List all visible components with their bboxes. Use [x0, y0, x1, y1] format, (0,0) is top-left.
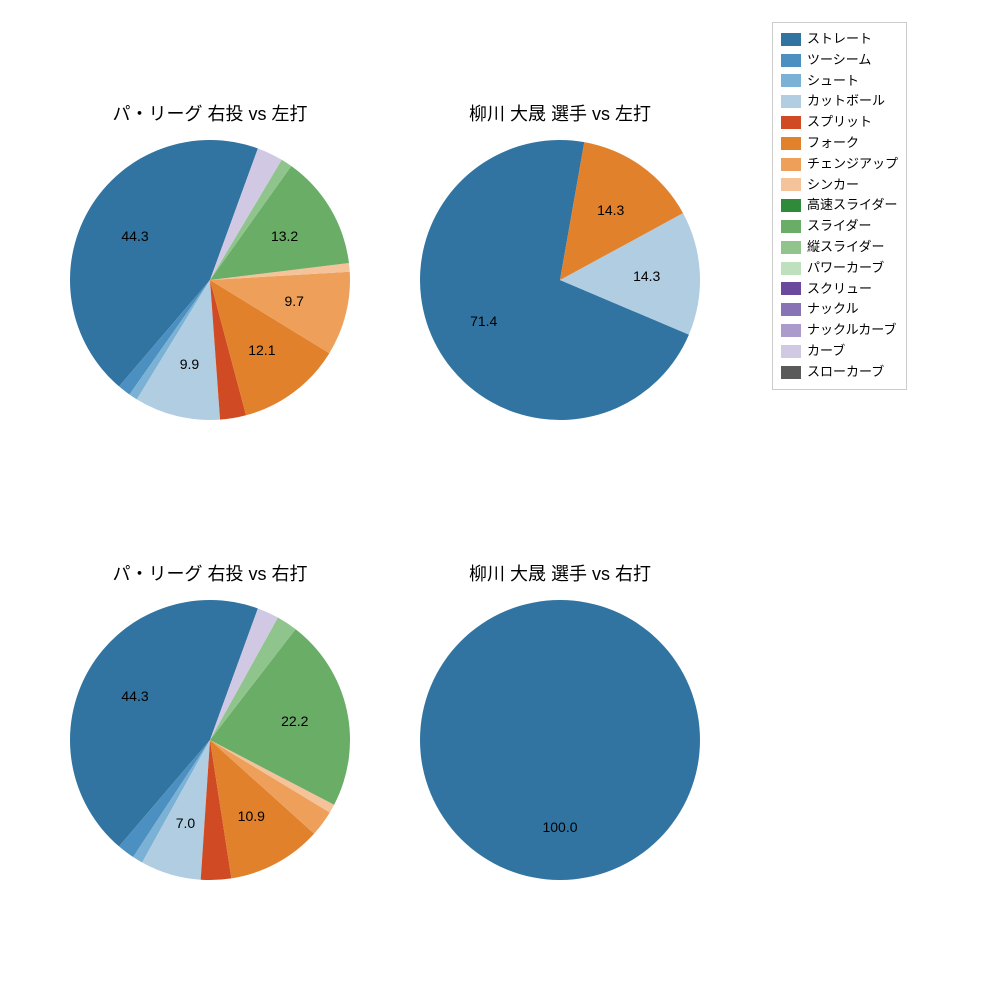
legend-item: カーブ	[781, 341, 898, 362]
legend-swatch	[781, 282, 801, 295]
pie-value-label: 71.4	[470, 313, 497, 329]
chart-title: パ・リーグ 右投 vs 右打	[112, 560, 307, 586]
pie-value-label: 10.9	[238, 808, 265, 824]
figure: パ・リーグ 右投 vs 左打 44.3 9.9 12.1 9.7 13.2 柳川 大晟 選手…	[0, 0, 1000, 1000]
legend-swatch	[781, 54, 801, 67]
legend-item: スプリット	[781, 112, 898, 133]
legend-swatch	[781, 74, 801, 87]
pie-value-label: 13.2	[271, 228, 298, 244]
legend-label: ストレート	[807, 29, 872, 50]
legend-swatch	[781, 366, 801, 379]
legend-item: スクリュー	[781, 279, 898, 300]
legend-item: フォーク	[781, 133, 898, 154]
legend-item: ナックルカーブ	[781, 320, 898, 341]
legend-swatch	[781, 137, 801, 150]
legend-label: チェンジアップ	[807, 154, 898, 175]
legend-label: シンカー	[807, 175, 859, 196]
pie-chart	[68, 138, 352, 422]
legend-label: パワーカーブ	[807, 258, 884, 279]
pie-chart	[68, 598, 352, 882]
legend-swatch	[781, 199, 801, 212]
legend-item: チェンジアップ	[781, 154, 898, 175]
legend-label: スライダー	[807, 216, 871, 237]
legend-item: 縦スライダー	[781, 237, 898, 258]
pie-value-label: 12.1	[248, 342, 275, 358]
legend-label: フォーク	[807, 133, 859, 154]
legend-label: ツーシーム	[807, 50, 871, 71]
legend-label: シュート	[807, 71, 859, 92]
legend-swatch	[781, 33, 801, 46]
pie-value-label: 22.2	[281, 713, 308, 729]
legend-swatch	[781, 324, 801, 337]
legend-label: ナックル	[807, 299, 859, 320]
legend-swatch	[781, 220, 801, 233]
legend-swatch	[781, 303, 801, 316]
legend-swatch	[781, 178, 801, 191]
legend-swatch	[781, 241, 801, 254]
legend-label: スプリット	[807, 112, 872, 133]
legend-label: 高速スライダー	[807, 195, 897, 216]
legend-label: カーブ	[807, 341, 845, 362]
legend-item: ナックル	[781, 299, 898, 320]
legend-item: シンカー	[781, 175, 898, 196]
legend-label: 縦スライダー	[807, 237, 884, 258]
pie-chart	[418, 598, 702, 882]
legend-label: スクリュー	[807, 279, 872, 300]
legend-item: ツーシーム	[781, 50, 898, 71]
legend-label: スローカーブ	[807, 362, 884, 383]
pie-value-label: 9.7	[284, 293, 303, 309]
legend: ストレートツーシームシュートカットボールスプリットフォークチェンジアップシンカー…	[772, 22, 907, 390]
legend-item: 高速スライダー	[781, 195, 898, 216]
pie-value-label: 44.3	[121, 228, 148, 244]
pie-value-label: 100.0	[542, 819, 577, 835]
legend-swatch	[781, 262, 801, 275]
legend-item: スローカーブ	[781, 362, 898, 383]
pie-value-label: 9.9	[180, 356, 199, 372]
legend-item: シュート	[781, 71, 898, 92]
pie-value-label: 44.3	[121, 688, 148, 704]
pie-value-label: 14.3	[633, 268, 660, 284]
legend-label: ナックルカーブ	[807, 320, 896, 341]
pie-value-label: 7.0	[176, 815, 195, 831]
legend-item: スライダー	[781, 216, 898, 237]
legend-swatch	[781, 158, 801, 171]
legend-item: ストレート	[781, 29, 898, 50]
pie-value-label: 14.3	[597, 202, 624, 218]
legend-item: パワーカーブ	[781, 258, 898, 279]
chart-title: パ・リーグ 右投 vs 左打	[112, 100, 307, 126]
legend-swatch	[781, 116, 801, 129]
legend-label: カットボール	[807, 91, 885, 112]
chart-title: 柳川 大晟 選手 vs 右打	[469, 560, 651, 586]
legend-swatch	[781, 345, 801, 358]
legend-swatch	[781, 95, 801, 108]
legend-item: カットボール	[781, 91, 898, 112]
chart-title: 柳川 大晟 選手 vs 左打	[469, 100, 651, 126]
pie-slice	[420, 600, 700, 880]
